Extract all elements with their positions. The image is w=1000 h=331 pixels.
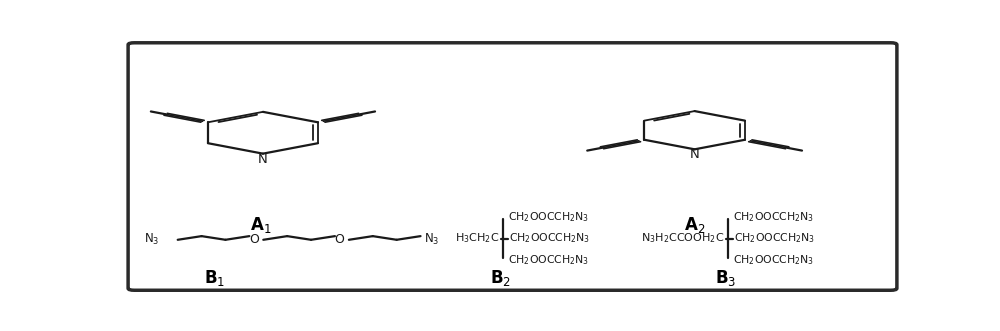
Text: B$_1$: B$_1$ [204,268,225,288]
Text: O: O [335,233,345,246]
Text: CH$_2$OOCCH$_2$N$_3$: CH$_2$OOCCH$_2$N$_3$ [733,253,814,266]
FancyBboxPatch shape [128,43,897,290]
Text: B$_2$: B$_2$ [490,268,511,288]
Text: N$_3$: N$_3$ [144,232,160,247]
Text: H$_3$CH$_2$C: H$_3$CH$_2$C [455,232,499,245]
Text: A$_2$: A$_2$ [684,214,705,234]
Text: N: N [690,148,700,162]
Text: N: N [258,153,268,166]
Text: B$_3$: B$_3$ [715,268,736,288]
Text: CH$_2$OOCCH$_2$N$_3$: CH$_2$OOCCH$_2$N$_3$ [734,232,815,245]
Text: CH$_2$OOCCH$_2$N$_3$: CH$_2$OOCCH$_2$N$_3$ [509,232,591,245]
Text: O: O [249,233,259,246]
Text: CH$_2$OOCCH$_2$N$_3$: CH$_2$OOCCH$_2$N$_3$ [733,211,814,224]
Text: A$_1$: A$_1$ [250,214,271,234]
Text: CH$_2$OOCCH$_2$N$_3$: CH$_2$OOCCH$_2$N$_3$ [508,211,589,224]
Text: N$_3$: N$_3$ [424,232,440,247]
Text: N$_3$H$_2$CCOOH$_2$C: N$_3$H$_2$CCOOH$_2$C [641,232,724,245]
Text: CH$_2$OOCCH$_2$N$_3$: CH$_2$OOCCH$_2$N$_3$ [508,253,589,266]
